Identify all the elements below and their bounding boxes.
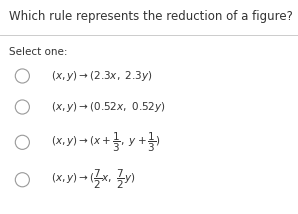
Text: $(x, y) \rightarrow (2.3x,\ 2.3y)$: $(x, y) \rightarrow (2.3x,\ 2.3y)$ (51, 69, 152, 83)
Text: $(x, y) \rightarrow (0.52x,\ 0.52y)$: $(x, y) \rightarrow (0.52x,\ 0.52y)$ (51, 100, 165, 114)
Text: $(x, y) \rightarrow (x + \dfrac{1}{3},\ y + \dfrac{1}{3})$: $(x, y) \rightarrow (x + \dfrac{1}{3},\ … (51, 131, 161, 154)
Text: Select one:: Select one: (9, 47, 67, 57)
Text: Which rule represents the reduction of a figure?: Which rule represents the reduction of a… (9, 10, 293, 23)
Text: $(x, y) \rightarrow (\dfrac{7}{2}x,\ \dfrac{7}{2}y)$: $(x, y) \rightarrow (\dfrac{7}{2}x,\ \df… (51, 168, 135, 191)
